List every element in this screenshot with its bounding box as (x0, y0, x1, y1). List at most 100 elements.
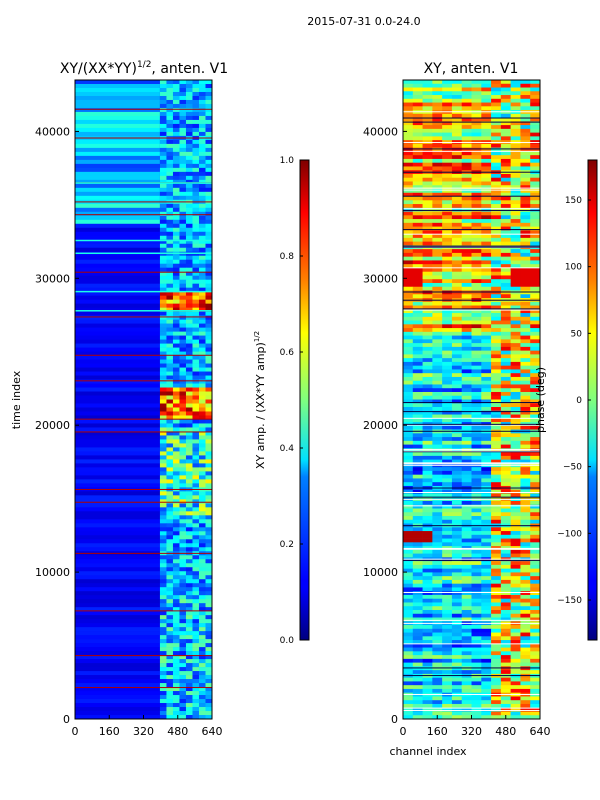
heatmap-cell (500, 354, 511, 359)
heatmap-cell (172, 195, 180, 201)
heatmap-cell (500, 125, 511, 130)
heatmap-cell (179, 87, 187, 93)
heatmap-cell (172, 163, 180, 169)
heatmap-cell (166, 87, 174, 93)
heatmap-cell (412, 670, 423, 675)
heatmap-cell (481, 549, 492, 554)
heatmap-cell (510, 373, 521, 378)
heatmap-cell (432, 403, 443, 408)
heatmap-cell (500, 290, 511, 295)
heatmap-cell (179, 311, 187, 316)
heatmap-cell (185, 659, 193, 664)
heatmap-cell (530, 132, 540, 137)
heatmap-cell (422, 647, 433, 652)
heatmap-cell (510, 504, 521, 509)
heatmap-cell (172, 567, 180, 572)
heatmap-cell (403, 677, 414, 682)
heatmap-cell (172, 367, 180, 372)
heatmap-cell (412, 576, 423, 581)
heatmap-cell (159, 299, 167, 304)
heatmap-cell (185, 427, 193, 432)
heatmap-cell (412, 207, 423, 212)
heatmap-cell (451, 354, 463, 359)
heatmap-cell (530, 166, 540, 171)
heatmap-cell (185, 211, 193, 217)
heatmap-cell (159, 463, 167, 468)
heatmap-cell (500, 391, 511, 397)
heatmap-cell (412, 121, 423, 126)
heatmap-cell (530, 606, 540, 611)
heatmap-cell (481, 651, 492, 656)
heatmap-cell (432, 189, 443, 194)
heatmap-cell (159, 91, 167, 97)
heatmap-cell (166, 103, 174, 109)
heatmap-cell (471, 249, 482, 254)
heatmap-cell (461, 189, 472, 194)
flag-line (403, 463, 540, 465)
heatmap-cell (422, 249, 433, 254)
heatmap-cell (520, 632, 531, 637)
heatmap-cell (481, 305, 492, 310)
heatmap-cell (172, 211, 180, 217)
heatmap-cell (500, 158, 511, 163)
heatmap-cell (159, 95, 167, 101)
heatmap-cell (166, 219, 174, 225)
flag-line (403, 667, 540, 669)
heatmap-cell (500, 617, 511, 622)
heatmap-cell (185, 247, 193, 253)
heatmap-cell (185, 667, 193, 672)
heatmap-cell (461, 237, 472, 242)
heatmap-cell (500, 151, 511, 156)
heatmap-cell (205, 299, 212, 304)
heatmap-cell (159, 111, 167, 117)
heatmap-cell (179, 583, 187, 588)
heatmap-cell (172, 579, 180, 584)
heatmap-cell (461, 598, 472, 603)
heatmap-cell (172, 207, 180, 213)
heatmap-cell (172, 515, 180, 520)
heatmap-cell (159, 291, 167, 296)
heatmap-cell (192, 339, 200, 344)
heatmap-cell (403, 561, 414, 566)
heatmap-cell (432, 478, 443, 483)
heatmap-cell (422, 613, 433, 618)
heatmap-cell (500, 294, 511, 299)
heatmap-cell (530, 640, 540, 645)
heatmap-cell (461, 459, 472, 464)
heatmap-cell (422, 553, 433, 558)
heatmap-cell (75, 643, 160, 648)
heatmap-cell (461, 346, 472, 351)
heatmap-cell (442, 106, 453, 111)
heatmap-cell (432, 594, 443, 600)
heatmap-cell (403, 703, 414, 709)
heatmap-cell (403, 369, 414, 374)
heatmap-cell (432, 391, 443, 397)
heatmap-cell (432, 512, 443, 517)
heatmap-cell (403, 309, 414, 314)
heatmap-cell (185, 295, 193, 300)
heatmap-cell (471, 440, 482, 445)
heatmap-cell (491, 583, 502, 588)
heatmap-cell (432, 437, 443, 442)
heatmap-cell (179, 579, 187, 584)
heatmap-cell (471, 204, 482, 209)
heatmap-cell (500, 380, 511, 385)
heatmap-cell (159, 255, 167, 261)
heatmap-cell (500, 264, 511, 269)
heatmap-cell (432, 339, 443, 344)
heatmap-cell (510, 196, 521, 201)
heatmap-cell (432, 711, 443, 716)
heatmap-cell (471, 177, 482, 182)
heatmap-cell (172, 243, 180, 249)
heatmap-cell (491, 407, 502, 412)
heatmap-cell (75, 147, 160, 153)
heatmap-cell (500, 234, 511, 239)
heatmap-cell (422, 350, 433, 355)
heatmap-cell (461, 433, 472, 438)
heatmap-cell (510, 707, 521, 712)
heatmap-cell (491, 553, 502, 558)
heatmap-cell (205, 611, 212, 616)
heatmap-cell (166, 175, 174, 181)
heatmap-cell (422, 173, 433, 179)
